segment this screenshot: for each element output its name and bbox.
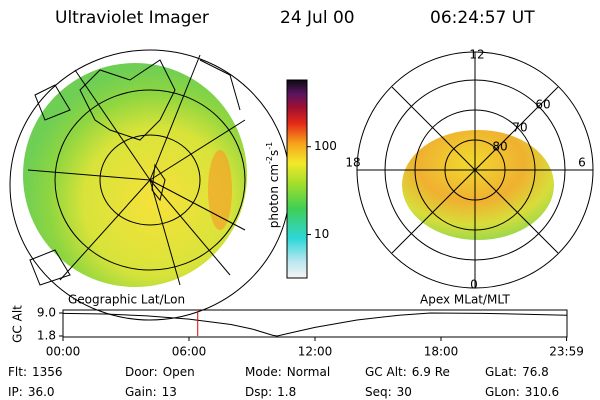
plot-frame — [62, 309, 568, 338]
info-value: 30 — [397, 385, 412, 399]
status-info: Flt: 1356 Door: Open Mode: Normal GC Alt: 6.9 R… — [8, 365, 559, 399]
info-label: Door: — [125, 365, 158, 379]
panel-label: Geographic Lat/Lon — [68, 293, 185, 307]
polar-grid — [356, 51, 594, 289]
info-item: Mode: Normal — [245, 365, 330, 379]
auroral-oval — [402, 130, 554, 240]
geographic-image — [9, 49, 291, 321]
uv-image — [23, 63, 247, 287]
uv-image — [208, 150, 232, 230]
info-item: GLon: 310.6 — [485, 385, 559, 399]
info-value: 76.8 — [522, 365, 549, 379]
date: 24 Jul 00 — [280, 8, 355, 28]
unit-exp: -1 — [265, 142, 274, 150]
info-label: Flt: — [8, 365, 27, 379]
info-value: 1356 — [32, 365, 63, 379]
info-item: Flt: 1356 — [8, 365, 63, 379]
lat-label: 80 — [492, 140, 507, 154]
info-value: Open — [163, 365, 195, 379]
mlt-label: 12 — [469, 48, 484, 62]
info-label: GLat: — [485, 365, 517, 379]
info-item: Gain: 13 — [125, 385, 177, 399]
info-label: GLon: — [485, 385, 520, 399]
unit: photon cm — [267, 164, 281, 228]
mlt-label: 6 — [578, 156, 586, 170]
info-label: GC Alt: — [365, 365, 407, 379]
info-value: 1.8 — [277, 385, 296, 399]
info-label: Gain: — [125, 385, 157, 399]
info-value: 310.6 — [525, 385, 559, 399]
info-item: GLat: 76.8 — [485, 365, 549, 379]
lat-label: 70 — [512, 121, 527, 135]
x-tick-label: 06:00 — [172, 345, 207, 359]
altitude-line — [62, 312, 567, 337]
y-tick-label: 1.8 — [37, 329, 56, 343]
header: Ultraviolet Imager 24 Jul 00 06:24:57 UT — [55, 8, 535, 28]
info-item: IP: 36.0 — [8, 385, 55, 399]
colorbar-tick-label: 100 — [314, 139, 337, 153]
info-item: Seq: 30 — [365, 385, 412, 399]
info-item: Door: Open — [125, 365, 195, 379]
y-tick-label: 9.0 — [37, 306, 56, 320]
info-value: Normal — [287, 365, 330, 379]
colorbar: photon cm-2s-1 10 100 — [265, 79, 337, 279]
title: Ultraviolet Imager — [55, 8, 209, 28]
x-tick-label: 00:00 — [46, 345, 81, 359]
unit: s — [267, 150, 281, 156]
panel-label: Apex MLat/MLT — [420, 293, 510, 307]
time: 06:24:57 UT — [430, 8, 535, 28]
info-item: Dsp: 1.8 — [245, 385, 296, 399]
map-grid — [9, 49, 291, 321]
info-label: IP: — [8, 385, 23, 399]
mlt-label: 18 — [345, 156, 360, 170]
info-label: Seq: — [365, 385, 392, 399]
info-item: GC Alt: 6.9 Re — [365, 365, 450, 379]
info-value: 36.0 — [28, 385, 55, 399]
x-tick-label: 23:59 — [549, 345, 584, 359]
info-label: Dsp: — [245, 385, 272, 399]
axis-label: GC Alt — [11, 305, 25, 343]
info-value: 6.9 Re — [412, 365, 450, 379]
lat-label: 60 — [535, 98, 550, 112]
mlt-label: 0 — [470, 278, 478, 292]
x-tick-label: 12:00 — [298, 345, 333, 359]
x-tick-label: 18:00 — [424, 345, 459, 359]
altitude-plot: GC Alt 9.0 1.8 00:00 06:00 12:00 18:00 23:59 — [11, 305, 584, 359]
info-label: Mode: — [245, 365, 282, 379]
info-value: 13 — [162, 385, 177, 399]
colorbar-tick-label: 10 — [314, 227, 329, 241]
polar-plot: 12 18 6 0 60 70 80 — [345, 48, 594, 292]
colorbar-scale — [286, 79, 308, 279]
unit-exp: -2 — [265, 156, 274, 164]
colorbar-label: photon cm-2s-1 — [265, 142, 281, 229]
